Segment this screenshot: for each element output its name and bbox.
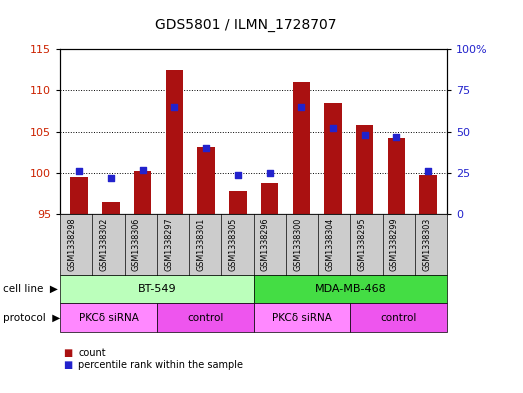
Text: ■: ■: [63, 348, 72, 358]
Bar: [356, 125, 373, 214]
Text: GSM1338295: GSM1338295: [358, 218, 367, 272]
Point: [424, 168, 433, 174]
Point: [170, 104, 178, 110]
Bar: [229, 191, 246, 214]
Point: [75, 168, 83, 174]
Text: control: control: [187, 312, 223, 323]
Text: GSM1338297: GSM1338297: [164, 218, 173, 272]
Point: [329, 125, 337, 132]
Text: BT-549: BT-549: [138, 284, 176, 294]
Bar: [166, 70, 183, 214]
Text: GSM1338303: GSM1338303: [422, 218, 431, 271]
Bar: [102, 202, 120, 214]
Bar: [324, 103, 342, 214]
Point: [234, 171, 242, 178]
Text: percentile rank within the sample: percentile rank within the sample: [78, 360, 243, 370]
Text: count: count: [78, 348, 106, 358]
Text: ■: ■: [63, 360, 72, 370]
Text: control: control: [381, 312, 417, 323]
Point: [107, 175, 115, 181]
Point: [297, 104, 305, 110]
Text: GSM1338298: GSM1338298: [67, 218, 76, 272]
Point: [360, 132, 369, 138]
Text: GSM1338304: GSM1338304: [325, 218, 334, 271]
Point: [265, 170, 274, 176]
Bar: [261, 183, 278, 214]
Text: GDS5801 / ILMN_1728707: GDS5801 / ILMN_1728707: [155, 18, 337, 32]
Text: GSM1338296: GSM1338296: [261, 218, 270, 272]
Text: GSM1338302: GSM1338302: [99, 218, 109, 271]
Point: [202, 145, 210, 151]
Bar: [71, 177, 88, 214]
Text: GSM1338299: GSM1338299: [390, 218, 399, 272]
Bar: [292, 82, 310, 214]
Text: MDA-MB-468: MDA-MB-468: [314, 284, 386, 294]
Text: PKCδ siRNA: PKCδ siRNA: [272, 312, 332, 323]
Text: GSM1338301: GSM1338301: [196, 218, 205, 271]
Text: PKCδ siRNA: PKCδ siRNA: [78, 312, 139, 323]
Text: protocol  ▶: protocol ▶: [3, 312, 60, 323]
Point: [392, 134, 401, 140]
Bar: [388, 138, 405, 214]
Text: GSM1338306: GSM1338306: [132, 218, 141, 271]
Bar: [134, 171, 151, 214]
Point: [139, 167, 147, 173]
Bar: [197, 147, 215, 214]
Text: cell line  ▶: cell line ▶: [3, 284, 58, 294]
Text: GSM1338300: GSM1338300: [293, 218, 302, 271]
Text: GSM1338305: GSM1338305: [229, 218, 237, 271]
Bar: [419, 174, 437, 214]
